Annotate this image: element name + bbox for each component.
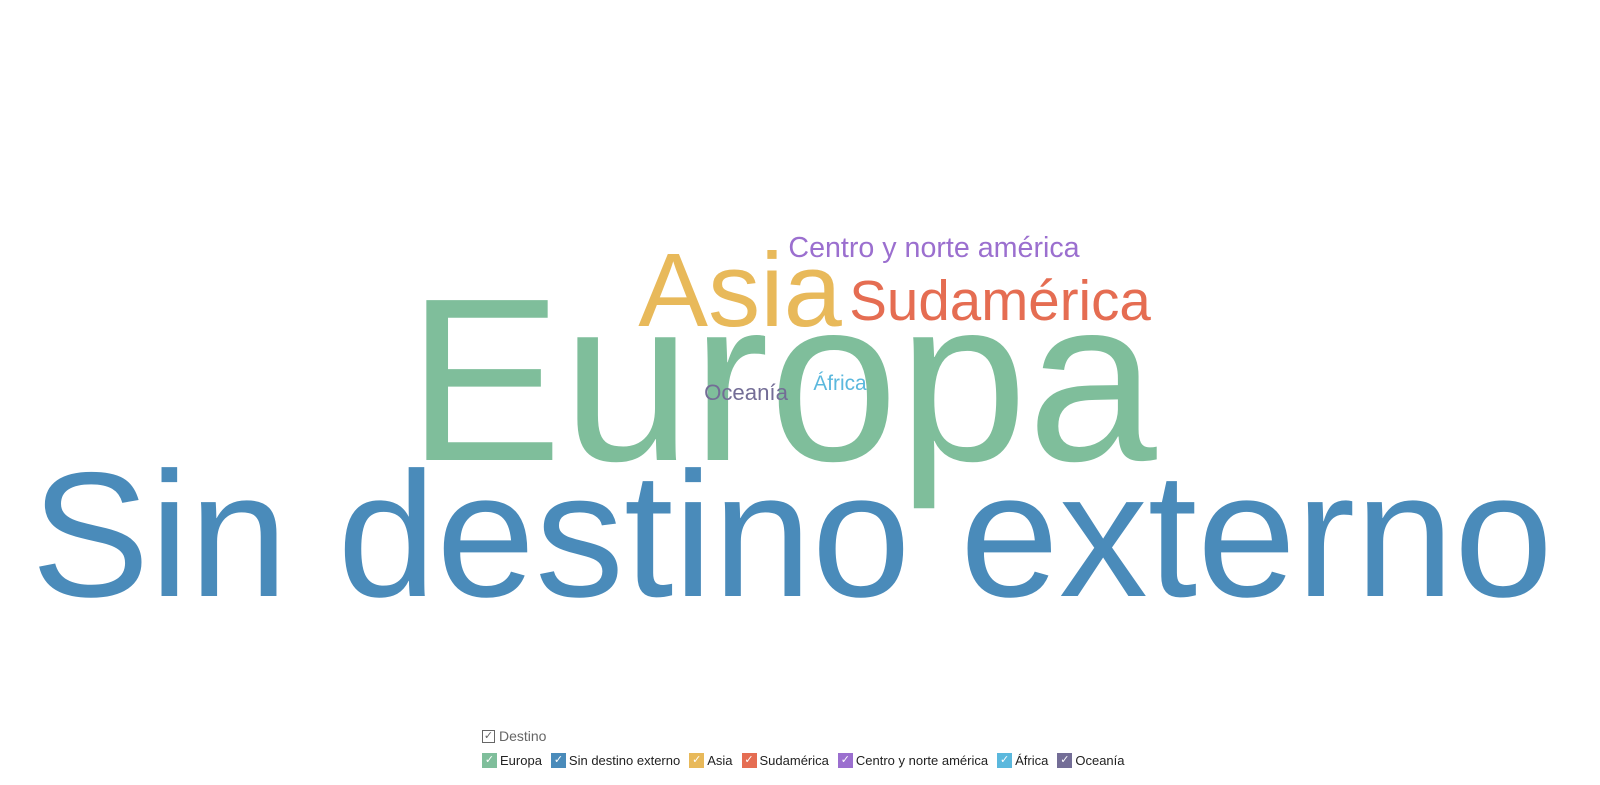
check-icon: ✓: [1057, 752, 1073, 768]
check-icon: ✓: [997, 752, 1013, 768]
legend-title-toggle[interactable]: ✓ Destino: [482, 727, 1134, 745]
legend-label: Asia: [707, 752, 733, 768]
check-icon: ✓: [741, 752, 757, 768]
word-2[interactable]: Europa: [407, 251, 1157, 510]
legend-label: Centro y norte américa: [855, 752, 989, 768]
word-3[interactable]: Asia: [638, 232, 842, 349]
check-icon: ✓: [837, 752, 853, 768]
word-5[interactable]: Centro y norte américa: [788, 232, 1079, 264]
word-1[interactable]: Sin destino externo: [31, 435, 1553, 634]
legend-item-3[interactable]: ✓ Asia: [689, 752, 733, 768]
legend-items: ✓ Europa ✓ Sin destino externo ✓ Asia ✓ Sudamér…: [482, 751, 1134, 769]
legend-item-2[interactable]: ✓ Sin destino externo: [550, 752, 681, 768]
check-icon: ✓: [482, 729, 495, 743]
legend-item-4[interactable]: ✓ Sudamérica: [741, 752, 829, 768]
legend-item-5[interactable]: ✓ Centro y norte américa: [837, 752, 989, 768]
legend-label: África: [1015, 752, 1049, 768]
legend-label: Sin destino externo: [568, 752, 681, 768]
word-4[interactable]: Sudamérica: [849, 269, 1151, 332]
legend-title: Destino: [499, 728, 547, 744]
legend: ✓ Destino ✓ Europa ✓ Sin destino externo ✓ As…: [482, 727, 1134, 769]
word-6[interactable]: África: [813, 372, 867, 395]
check-icon: ✓: [689, 752, 705, 768]
check-icon: ✓: [482, 752, 497, 768]
legend-label: Europa: [500, 752, 542, 768]
legend-label: Oceanía: [1075, 752, 1125, 768]
legend-item-1[interactable]: ✓ Europa: [482, 752, 542, 768]
legend-item-6[interactable]: ✓ África: [997, 752, 1049, 768]
word-7[interactable]: Oceanía: [704, 380, 789, 405]
legend-label: Sudamérica: [759, 752, 829, 768]
check-icon: ✓: [550, 752, 566, 768]
legend-item-7[interactable]: ✓ Oceanía: [1057, 752, 1125, 768]
